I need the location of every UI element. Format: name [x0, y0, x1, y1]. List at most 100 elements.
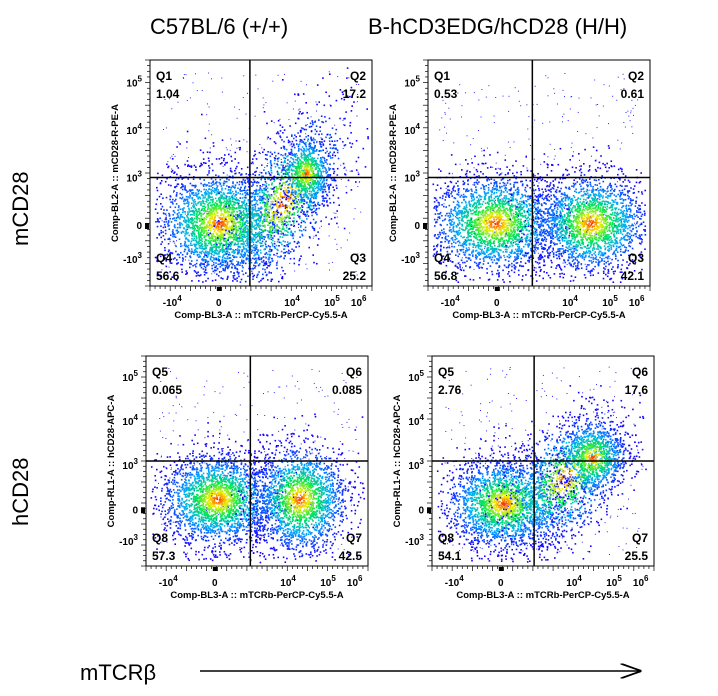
- event-dot: [229, 203, 232, 205]
- event-dot: [279, 135, 281, 137]
- event-dot: [198, 244, 201, 247]
- event-dot: [186, 141, 188, 143]
- event-dot: [334, 144, 337, 146]
- event-dot: [196, 221, 198, 223]
- event-dot: [226, 252, 229, 255]
- event-dot: [297, 210, 299, 212]
- event-dot: [241, 250, 244, 253]
- event-dot: [210, 182, 213, 185]
- event-dot: [247, 234, 250, 236]
- event-dot: [206, 114, 208, 116]
- event-dot: [310, 143, 312, 145]
- event-dot: [172, 154, 174, 155]
- event-dot: [268, 209, 271, 211]
- event-dot: [273, 231, 276, 234]
- event-dot: [255, 202, 258, 204]
- event-dot: [286, 234, 289, 236]
- event-dot: [310, 174, 313, 176]
- event-dot: [181, 223, 184, 226]
- event-dot: [290, 203, 292, 205]
- event-dot: [240, 173, 243, 175]
- event-dot: [215, 204, 218, 206]
- event-dot: [197, 198, 199, 200]
- event-dot: [279, 198, 282, 201]
- event-dot: [204, 254, 206, 256]
- event-dot: [201, 221, 203, 224]
- event-dot: [270, 207, 272, 209]
- event-dot: [340, 178, 342, 180]
- event-dot: [254, 209, 257, 211]
- event-dot: [312, 254, 314, 256]
- event-dot: [257, 223, 260, 225]
- event-dot: [282, 164, 284, 167]
- event-dot: [261, 147, 263, 149]
- event-dot: [227, 233, 229, 235]
- event-dot: [159, 275, 162, 278]
- event-dot: [265, 172, 267, 174]
- event-dot: [231, 232, 233, 234]
- event-dot: [266, 196, 269, 198]
- event-dot: [350, 146, 353, 148]
- event-dot: [247, 255, 250, 257]
- event-dot: [207, 234, 210, 237]
- event-dot: [269, 179, 272, 181]
- event-dot: [290, 231, 293, 234]
- event-dot: [323, 104, 326, 107]
- event-dot: [197, 227, 199, 230]
- event-dot: [329, 73, 331, 75]
- event-dot: [213, 206, 215, 209]
- event-dot: [222, 192, 225, 195]
- event-dot: [340, 247, 342, 249]
- event-dot: [313, 152, 315, 154]
- event-dot: [291, 189, 294, 191]
- event-dot: [171, 155, 173, 157]
- event-dot: [255, 189, 257, 192]
- event-dot: [239, 193, 242, 195]
- event-dot: [324, 188, 326, 191]
- event-dot: [306, 84, 307, 86]
- event-dot: [242, 209, 245, 212]
- event-dot: [279, 124, 282, 127]
- event-dot: [184, 259, 186, 261]
- event-dot: [203, 256, 205, 258]
- event-dot: [310, 125, 313, 128]
- event-dot: [273, 162, 276, 165]
- event-dot: [184, 241, 187, 244]
- event-dot: [210, 243, 212, 245]
- event-dot: [190, 250, 193, 253]
- event-dot: [179, 143, 181, 145]
- event-dot: [305, 136, 307, 138]
- event-dot: [175, 245, 177, 248]
- event-dot: [208, 170, 210, 172]
- event-dot: [291, 214, 293, 216]
- event-dot: [234, 198, 236, 200]
- event-dot: [275, 231, 278, 233]
- event-dot: [233, 225, 235, 227]
- event-dot: [276, 170, 278, 172]
- event-dot: [284, 234, 287, 236]
- event-dot: [174, 171, 176, 173]
- event-dot: [293, 153, 296, 155]
- event-dot: [282, 182, 284, 185]
- event-dot: [190, 166, 193, 168]
- event-dot: [227, 213, 229, 216]
- event-dot: [317, 238, 320, 240]
- event-dot: [223, 180, 226, 183]
- event-dot: [242, 229, 245, 232]
- event-dot: [315, 209, 317, 211]
- event-dot: [306, 124, 308, 126]
- event-dot: [219, 246, 221, 248]
- event-dot: [279, 185, 282, 187]
- event-dot: [268, 261, 270, 263]
- event-dot: [239, 264, 241, 266]
- event-dot: [204, 193, 206, 196]
- event-dot: [245, 207, 248, 210]
- event-dot: [230, 271, 232, 273]
- event-dot: [268, 238, 271, 240]
- event-dot: [197, 243, 199, 245]
- event-dot: [318, 204, 321, 206]
- event-dot: [328, 191, 331, 193]
- event-dot: [202, 162, 205, 164]
- event-dot: [191, 191, 193, 194]
- quadrant-percentage: 17.2: [343, 87, 367, 101]
